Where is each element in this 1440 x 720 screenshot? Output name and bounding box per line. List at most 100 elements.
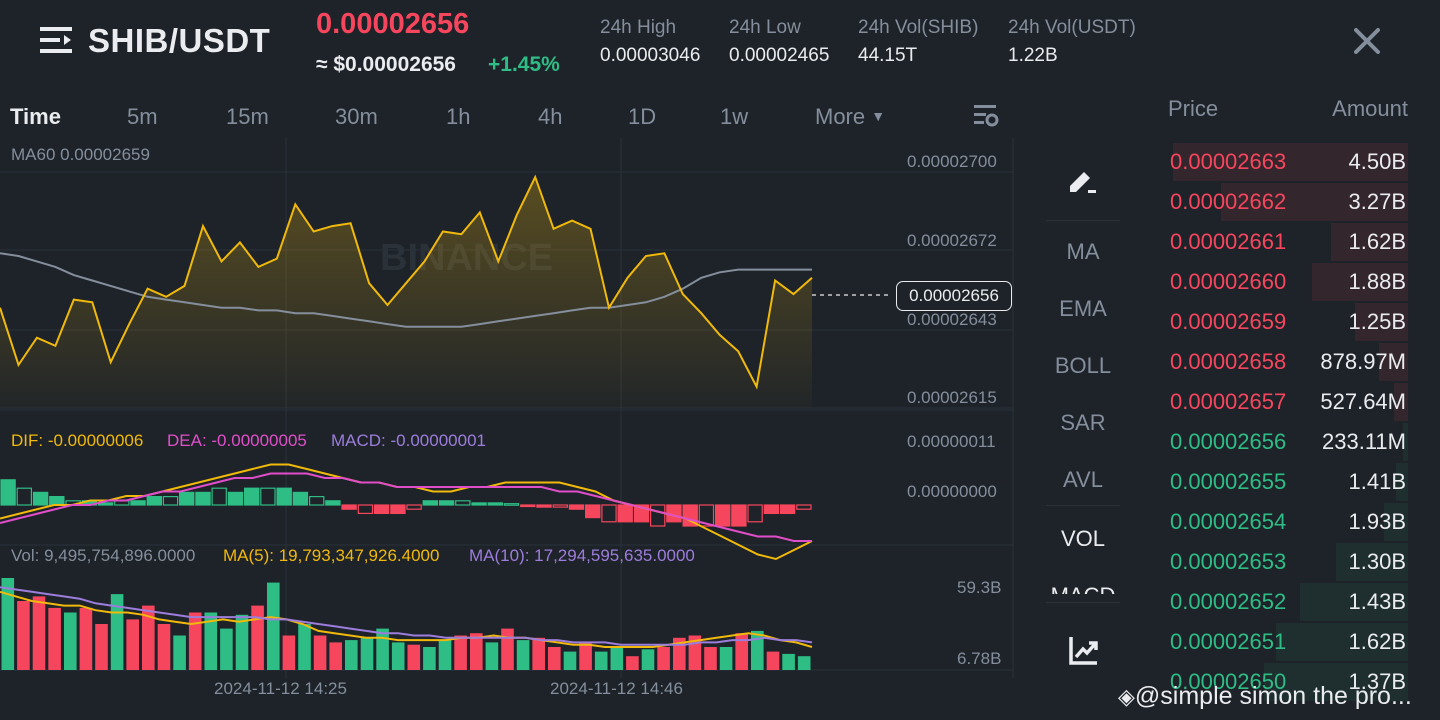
creator-watermark: ◈@simple simon the pro... xyxy=(1118,682,1412,711)
macd-label: MACD: -0.00000001 xyxy=(331,431,486,450)
tab-more-label: More xyxy=(815,104,866,129)
volume-bar xyxy=(594,651,608,670)
ask-amount[interactable]: 4.50B xyxy=(1348,149,1407,174)
volume-bar xyxy=(704,647,717,670)
bid-price[interactable]: 0.00002655 xyxy=(1170,469,1287,494)
volume-bar xyxy=(267,582,280,670)
bid-amount[interactable]: 233.11M xyxy=(1322,429,1406,454)
tab-1w[interactable]: 1w xyxy=(720,104,749,129)
bid-price[interactable]: 0.00002650 xyxy=(1170,669,1287,694)
macd-bar xyxy=(406,504,422,510)
ask-amount[interactable]: 1.88B xyxy=(1348,269,1407,294)
tool-avl[interactable]: AVL xyxy=(1063,467,1103,492)
tool-ma[interactable]: MA xyxy=(1066,239,1100,264)
tool-boll[interactable]: BOLL xyxy=(1054,353,1112,378)
ask-price[interactable]: 0.00002661 xyxy=(1170,229,1287,254)
tool-ema[interactable]: EMA xyxy=(1059,296,1107,321)
tab-more[interactable]: More ▼ xyxy=(815,104,885,130)
bid-price[interactable]: 0.00002656 xyxy=(1170,429,1287,454)
ask-price[interactable]: 0.00002660 xyxy=(1170,269,1287,294)
volume-bar xyxy=(641,649,655,670)
bid-price[interactable]: 0.00002654 xyxy=(1170,509,1287,534)
bid-price[interactable]: 0.00002651 xyxy=(1170,629,1287,654)
ask-price[interactable]: 0.00002658 xyxy=(1170,349,1287,374)
time-label-2: 2024-11-12 14:46 xyxy=(550,679,683,698)
volume-bar xyxy=(438,640,452,670)
ask-amount[interactable]: 3.27B xyxy=(1348,189,1407,214)
tool-macd[interactable]: MACD xyxy=(1046,583,1120,594)
tab-15m[interactable]: 15m xyxy=(226,104,269,129)
volume-bar xyxy=(579,642,592,670)
bid-amount[interactable]: 1.41B xyxy=(1348,469,1407,494)
bid-price[interactable]: 0.00002652 xyxy=(1170,589,1287,614)
ask-amount[interactable]: 527.64M xyxy=(1320,389,1406,414)
macd-bar xyxy=(341,504,357,510)
depth-bar xyxy=(1312,263,1408,301)
depth-bar xyxy=(1276,623,1408,661)
volume-bar xyxy=(407,644,421,670)
stat-value-vol-shib: 44.15T xyxy=(858,45,918,66)
tab-1h[interactable]: 1h xyxy=(446,104,471,129)
macd-bar xyxy=(130,500,146,506)
pair-title[interactable]: SHIB/USDT xyxy=(88,22,271,59)
volume-bar xyxy=(204,612,218,670)
bid-amount[interactable]: 1.43B xyxy=(1348,589,1407,614)
tab-5m[interactable]: 5m xyxy=(127,104,158,129)
menu-icon[interactable] xyxy=(38,25,74,59)
ma60-line xyxy=(0,252,812,328)
tool-vol[interactable]: VOL xyxy=(1060,526,1106,551)
price-chart[interactable]: BINANCE xyxy=(0,138,1014,698)
tab-4h[interactable]: 4h xyxy=(538,104,563,129)
ask-price[interactable]: 0.00002663 xyxy=(1170,149,1287,174)
macd-bar xyxy=(244,487,260,506)
bid-amount[interactable]: 1.37B xyxy=(1348,669,1407,694)
macd-bar xyxy=(438,500,455,506)
volume-bar xyxy=(329,642,342,670)
volume-bar xyxy=(610,647,624,670)
macd-bar xyxy=(276,487,292,506)
macd-bar xyxy=(731,504,747,527)
price-tick-3: 0.00002643 xyxy=(907,310,997,329)
volume-bar xyxy=(345,640,358,670)
price-line xyxy=(0,174,813,390)
stat-value-vol-usdt: 1.22B xyxy=(1008,45,1058,66)
tab-1d[interactable]: 1D xyxy=(628,104,657,129)
ask-amount[interactable]: 878.97M xyxy=(1320,349,1406,374)
tool-sar[interactable]: SAR xyxy=(1060,410,1106,435)
vol-ma5-line xyxy=(0,590,813,648)
bid-price[interactable]: 0.00002653 xyxy=(1170,549,1287,574)
draw-pen-icon[interactable] xyxy=(1066,166,1100,196)
tab-30m[interactable]: 30m xyxy=(335,104,378,129)
chart-settings-icon[interactable] xyxy=(972,102,1000,130)
macd-bar xyxy=(16,487,33,506)
volume-bar xyxy=(485,642,499,670)
tool-divider xyxy=(1046,602,1120,603)
volume-bar xyxy=(657,647,670,670)
vol-tick-2: 6.78B xyxy=(957,649,1002,668)
macd-bar xyxy=(747,504,763,523)
ask-price[interactable]: 0.00002657 xyxy=(1170,389,1287,414)
indicator-chart-icon[interactable] xyxy=(1068,634,1100,666)
ask-price[interactable]: 0.00002659 xyxy=(1170,309,1287,334)
ask-amount[interactable]: 1.25B xyxy=(1348,309,1407,334)
depth-bar xyxy=(1394,383,1408,421)
volume-bar xyxy=(782,653,795,670)
orderbook-amount-header: Amount xyxy=(1332,96,1408,121)
tab-time[interactable]: Time xyxy=(10,104,61,129)
bid-amount[interactable]: 1.93B xyxy=(1348,509,1407,534)
macd-bar xyxy=(260,487,276,506)
volume-bar xyxy=(95,624,108,670)
macd-bar xyxy=(471,502,487,506)
macd-bar xyxy=(162,496,179,506)
macd-bar xyxy=(195,491,211,506)
ask-amount[interactable]: 1.62B xyxy=(1348,229,1407,254)
time-label-1: 2024-11-12 14:25 xyxy=(214,679,347,698)
depth-bar xyxy=(1403,423,1408,461)
bid-amount[interactable]: 1.62B xyxy=(1348,629,1407,654)
ask-price[interactable]: 0.00002662 xyxy=(1170,189,1287,214)
bid-amount[interactable]: 1.30B xyxy=(1348,549,1407,574)
close-icon[interactable] xyxy=(1352,26,1382,56)
macd-bar xyxy=(357,504,374,514)
price-area xyxy=(0,177,812,408)
depth-bar xyxy=(1396,463,1408,501)
